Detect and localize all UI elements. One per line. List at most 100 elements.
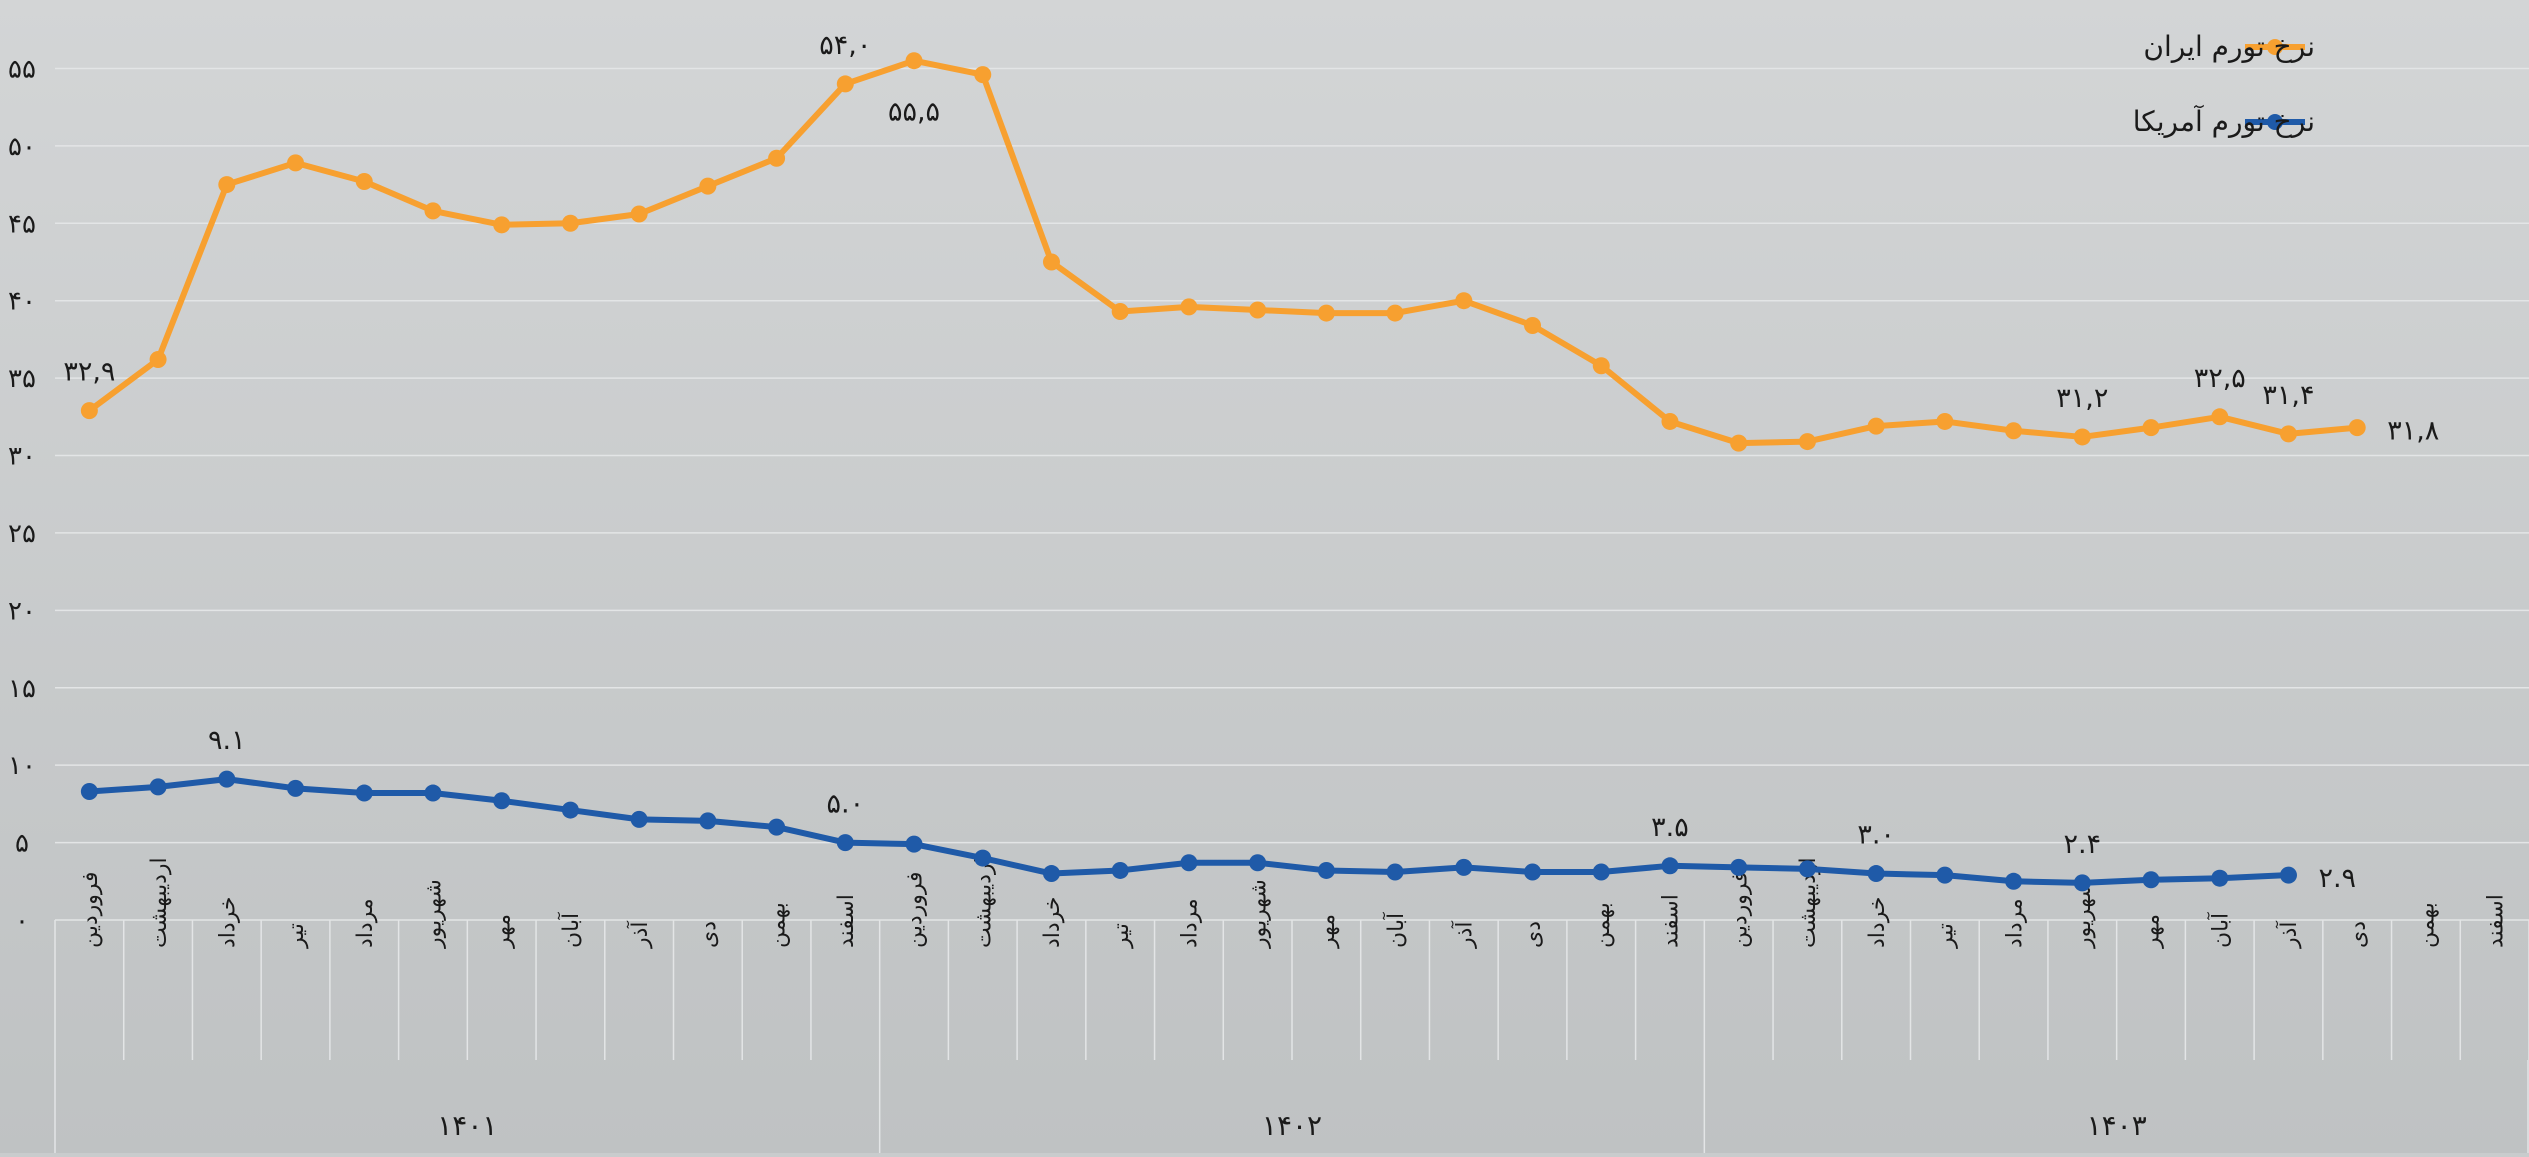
x-tick-label: اسفند [834,894,859,948]
data-point-iran [80,402,98,420]
x-tick-label: اردیبهشت [971,857,996,948]
data-point-usa [1180,854,1198,872]
data-point-usa [768,818,786,836]
data-label-iran: ۳۲,۵ [2194,363,2246,394]
data-point-iran [149,351,167,369]
data-point-usa [905,835,923,853]
data-point-iran [424,202,442,220]
y-tick-label: ۱۵ [8,674,36,704]
data-point-usa [493,792,511,810]
x-tick-label: آذر [626,921,653,949]
data-point-usa [836,834,854,852]
x-tick-label: دی [2346,921,2371,948]
y-tick-label: ۳۵ [8,364,36,394]
legend-marker-iran [2267,39,2283,55]
data-point-iran [218,176,236,194]
data-point-iran [699,177,717,195]
x-tick-label: دی [697,921,722,948]
data-point-usa [1386,863,1404,881]
data-point-iran [493,216,511,234]
y-tick-label: ۴۰ [8,287,36,317]
data-point-usa [1111,861,1129,879]
data-point-usa [699,812,717,830]
x-tick-label: بهمن [1590,902,1615,948]
data-point-usa [1042,865,1060,883]
data-point-iran [1798,433,1816,451]
data-point-usa [218,770,236,788]
x-tick-label: تیر [1109,923,1134,949]
data-point-usa [1936,866,1954,884]
data-point-iran [287,154,305,172]
y-tick-label: ۲۰ [8,596,36,626]
data-point-usa [2211,869,2229,887]
data-point-iran [768,149,786,167]
x-tick-label: مرداد [1178,898,1203,948]
data-point-usa [1661,857,1679,875]
data-label-iran: ۵۴,۰ [819,30,871,61]
data-point-usa [1798,860,1816,878]
y-axis: ۰ ۵ ۱۰ ۱۵ ۲۰ ۲۵ ۳۰ ۳۵ ۴۰ ۴۵ ۵۰ ۵۵ [8,54,36,936]
x-tick-label: فروردین [78,871,103,948]
x-year-label: ۱۴۰۱ [437,1109,497,1142]
x-tick-label: تیر [284,923,309,949]
grid-layer [54,67,2529,1153]
x-tick-label: اسفند [1659,894,1684,948]
data-point-iran [2348,419,2366,437]
x-year-label: ۱۴۰۲ [1262,1109,1322,1142]
x-tick-label: اسفند [2483,894,2508,948]
legend-item-usa: نرخ تورم آمریکا [2133,105,2315,138]
x-tick-label: آذر [2275,921,2302,949]
data-point-iran [1455,292,1473,310]
y-tick-label: ۵۰ [8,132,36,162]
data-point-iran [1386,304,1404,322]
data-point-iran [1936,412,1954,430]
data-label-usa: ۵.۰ [827,789,865,820]
x-tick-label: مهر [1315,914,1340,949]
x-tick-label: آذر [1451,921,1478,949]
x-tick-label: مرداد [353,898,378,948]
y-tick-label: ۴۵ [8,209,36,239]
x-tick-label: آبان [557,912,584,948]
data-labels: ۳۲,۹ ۵۴,۰ ۵۵,۵ ۳۱,۲ ۳۲,۵ ۳۱,۴ ۳۱,۸ ۹.۱ ۵.۰ ۳.۵ ۳.۰… [63,30,2439,894]
data-point-iran [2211,408,2229,426]
x-tick-label: تیر [1934,923,1959,949]
data-point-usa [149,778,167,796]
x-tick-label: مرداد [2002,898,2027,948]
data-point-usa [974,849,992,867]
data-label-iran: ۳۱,۸ [2387,416,2439,447]
x-tick-label: شهریور [422,879,447,949]
data-point-iran [2279,425,2297,443]
data-point-usa [1867,865,1885,883]
data-point-iran [1867,417,1885,435]
data-point-iran [1592,357,1610,375]
x-tick-label: شهریور [1246,879,1271,949]
data-point-usa [630,810,648,828]
data-point-usa [1592,863,1610,881]
data-point-iran [905,52,923,70]
y-tick-label: ۰ [15,906,29,936]
data-point-usa [424,784,442,802]
data-point-iran [2005,422,2023,440]
data-point-iran [1249,301,1267,319]
data-point-usa [1730,858,1748,876]
series-layer [80,52,2366,892]
data-point-iran [1661,412,1679,430]
data-label-iran: ۳۱,۴ [2262,380,2314,411]
x-tick-label: آبان [2206,912,2233,948]
x-tick-label: خرداد [1040,897,1065,948]
legend-label-iran: نرخ تورم ایران [2143,30,2315,63]
data-point-iran [1524,316,1542,334]
data-label-iran: ۳۱,۲ [2056,383,2108,414]
data-point-usa [1524,863,1542,881]
data-point-iran [2073,428,2091,446]
legend: نرخ تورم ایران نرخ تورم آمریکا [2133,30,2315,138]
data-point-iran [1042,253,1060,271]
data-point-usa [1249,854,1267,872]
data-label-iran: ۳۲,۹ [63,357,115,388]
data-point-usa [287,779,305,797]
x-tick-label: دی [1521,921,1546,948]
data-point-iran [1317,304,1335,322]
data-point-iran [836,75,854,93]
